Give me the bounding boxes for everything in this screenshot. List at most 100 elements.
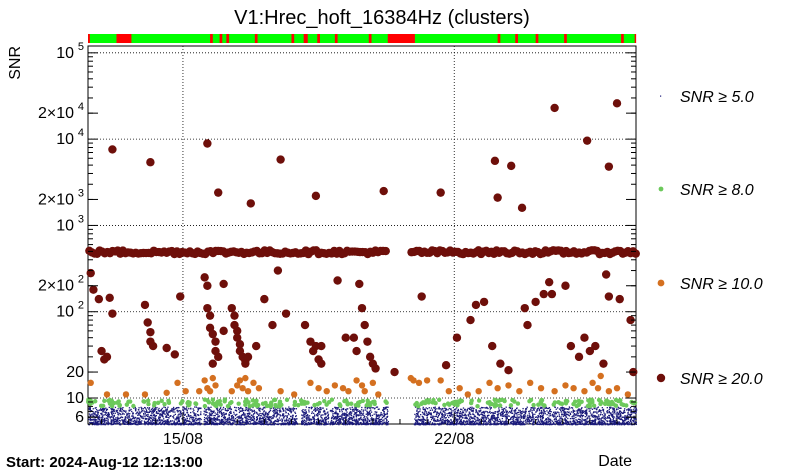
data-point	[333, 423, 336, 425]
data-point	[230, 412, 232, 414]
data-point	[301, 411, 304, 413]
data-point	[513, 410, 515, 412]
data-point	[519, 421, 521, 424]
data-point	[387, 410, 389, 412]
data-point	[610, 407, 612, 409]
data-point	[438, 408, 440, 410]
data-point	[193, 409, 195, 412]
data-point	[239, 423, 241, 426]
data-point	[560, 420, 563, 422]
data-point	[330, 419, 333, 422]
data-point	[112, 408, 114, 410]
data-point	[344, 417, 346, 419]
data-point	[367, 421, 369, 424]
data-point	[311, 422, 313, 424]
data-point	[290, 410, 292, 412]
data-point	[374, 423, 376, 425]
data-point	[596, 416, 598, 418]
data-point	[465, 411, 467, 413]
data-point	[482, 423, 485, 425]
data-point	[422, 419, 424, 421]
data-point	[205, 410, 207, 412]
data-point	[469, 422, 471, 424]
data-point	[325, 421, 327, 423]
data-point	[147, 411, 149, 413]
data-point	[423, 413, 425, 415]
data-point	[150, 422, 153, 425]
data-point	[342, 423, 344, 426]
data-point	[362, 420, 364, 422]
data-point	[92, 423, 94, 425]
data-point	[210, 406, 212, 408]
data-point	[595, 411, 597, 413]
data-point	[89, 415, 91, 417]
data-point	[363, 423, 365, 425]
segment-off	[368, 34, 372, 43]
data-point	[143, 410, 145, 412]
data-point	[156, 406, 158, 409]
data-point	[532, 416, 534, 418]
data-point	[469, 408, 471, 410]
data-point	[353, 417, 355, 419]
data-point	[529, 423, 531, 425]
data-point	[180, 423, 182, 426]
data-point	[470, 408, 473, 410]
data-point	[247, 415, 250, 417]
data-point	[145, 417, 148, 420]
data-point	[538, 420, 540, 422]
data-point	[385, 406, 387, 409]
data-point	[424, 419, 427, 421]
data-point	[319, 406, 321, 409]
data-point	[94, 407, 96, 409]
data-point	[185, 423, 187, 425]
data-point	[348, 412, 350, 415]
data-point	[432, 423, 434, 425]
data-point	[591, 408, 594, 410]
data-point	[557, 419, 560, 421]
data-point	[500, 414, 502, 416]
data-point	[221, 423, 223, 425]
data-point	[92, 408, 94, 410]
data-point	[135, 408, 137, 410]
data-point	[563, 407, 565, 409]
data-point	[612, 420, 615, 423]
data-point	[145, 398, 151, 403]
data-point	[216, 418, 218, 420]
data-point	[368, 413, 370, 415]
data-point	[350, 421, 353, 423]
data-point	[251, 414, 253, 417]
data-point	[123, 423, 126, 425]
data-point	[327, 415, 329, 417]
data-point	[555, 412, 557, 415]
data-point	[154, 422, 156, 424]
data-point	[478, 418, 481, 421]
data-point	[293, 418, 295, 421]
data-point	[336, 421, 339, 424]
data-point	[283, 413, 285, 415]
data-point	[464, 408, 466, 411]
data-point	[325, 416, 327, 419]
data-point	[210, 414, 212, 417]
data-point	[424, 409, 427, 412]
data-point	[139, 411, 141, 413]
data-point	[226, 410, 228, 412]
data-point	[557, 421, 559, 423]
data-point	[556, 423, 559, 426]
data-point	[358, 418, 361, 420]
data-point	[553, 416, 555, 418]
data-point	[464, 423, 466, 426]
data-point	[564, 413, 566, 415]
data-point	[185, 408, 188, 410]
data-point	[97, 412, 99, 414]
data-point	[460, 423, 462, 426]
data-point	[316, 414, 318, 416]
data-point	[495, 423, 498, 426]
data-point	[165, 420, 167, 422]
data-point	[152, 414, 155, 416]
data-point	[95, 423, 98, 426]
data-point	[194, 419, 196, 421]
data-point	[284, 422, 287, 424]
data-point	[434, 420, 436, 422]
data-point	[276, 408, 278, 411]
data-point	[253, 415, 255, 418]
